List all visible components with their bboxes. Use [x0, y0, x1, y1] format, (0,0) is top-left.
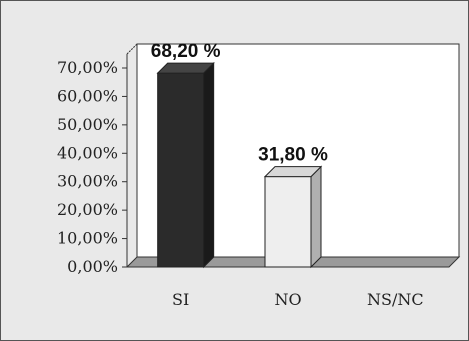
y-tick-label: 50,00%	[57, 115, 118, 134]
bar-side-si	[203, 61, 215, 269]
y-tick-label: 10,00%	[57, 229, 118, 248]
y-tick-label: 20,00%	[57, 200, 118, 219]
bar-top-no	[263, 166, 323, 178]
bar-front-no	[264, 176, 312, 268]
y-tick-label: 0,00%	[67, 257, 118, 276]
y-tick-label: 40,00%	[57, 143, 118, 162]
category-label: NO	[274, 290, 301, 309]
data-label: 68,20 %	[151, 41, 221, 62]
category-label: SI	[172, 290, 189, 309]
y-tick-label: 70,00%	[57, 58, 118, 77]
y-tick-label: 30,00%	[57, 172, 118, 191]
data-label: 31,80 %	[258, 145, 328, 166]
plot-side-wall	[126, 43, 138, 267]
category-label: NS/NC	[367, 290, 424, 309]
bar-front-si	[157, 72, 205, 268]
bar-top-si	[156, 62, 215, 74]
y-tick-label: 60,00%	[57, 86, 118, 105]
bar-side-no	[310, 165, 322, 269]
